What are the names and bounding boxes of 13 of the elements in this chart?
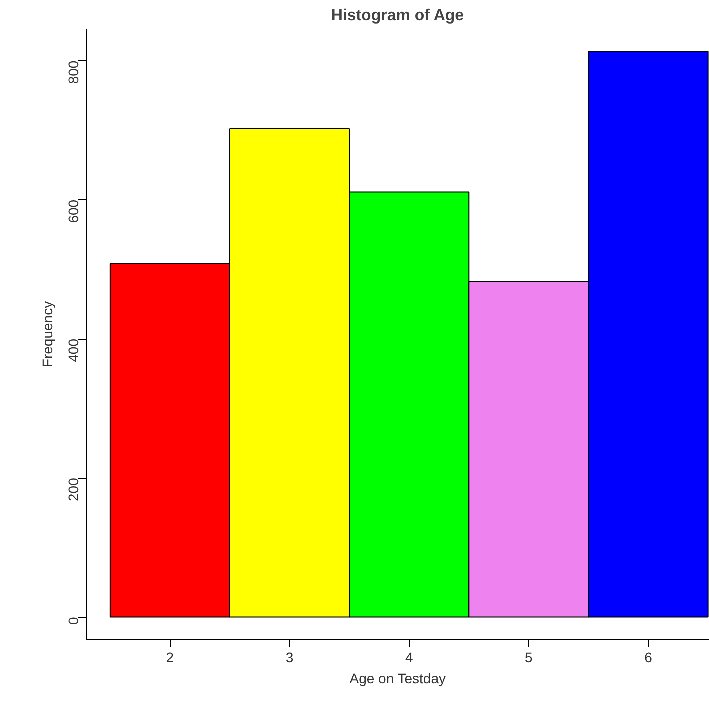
x-axis-title: Age on Testday [350,670,446,686]
x-tick-label: 3 [286,650,294,666]
x-tick-label: 6 [644,650,653,666]
x-tick-label: 4 [405,650,414,666]
chart-title: Histogram of Age [331,8,464,24]
y-tick-label: 400 [66,338,82,362]
x-tick-label: 5 [525,650,534,666]
y-axis-title: Frequency [40,301,56,368]
y-tick-label: 800 [66,60,82,84]
y-tick-label: 200 [66,478,82,502]
y-tick-label: 600 [66,200,82,224]
x-tick-label: 2 [166,650,174,666]
y-tick-label: 0 [66,617,82,626]
